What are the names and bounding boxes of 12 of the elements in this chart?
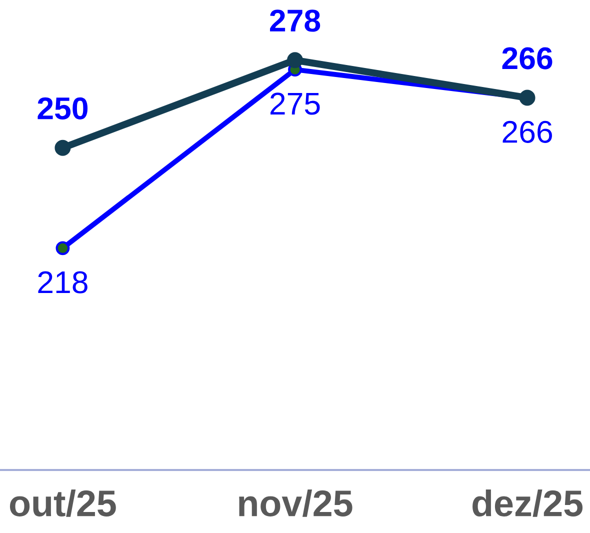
data-label: 278 <box>270 10 320 32</box>
point <box>54 140 71 156</box>
x-tick-label: dez/25 <box>472 489 583 517</box>
x-tick-label: nov/25 <box>239 489 352 517</box>
point <box>287 52 303 68</box>
data-label: 218 <box>38 271 88 294</box>
data-label: 250 <box>38 97 88 120</box>
data-label: 275 <box>270 92 320 115</box>
data-label: 266 <box>502 120 552 143</box>
data-label: 266 <box>502 47 552 70</box>
point <box>56 241 70 256</box>
x-tick-label: out/25 <box>10 489 116 517</box>
